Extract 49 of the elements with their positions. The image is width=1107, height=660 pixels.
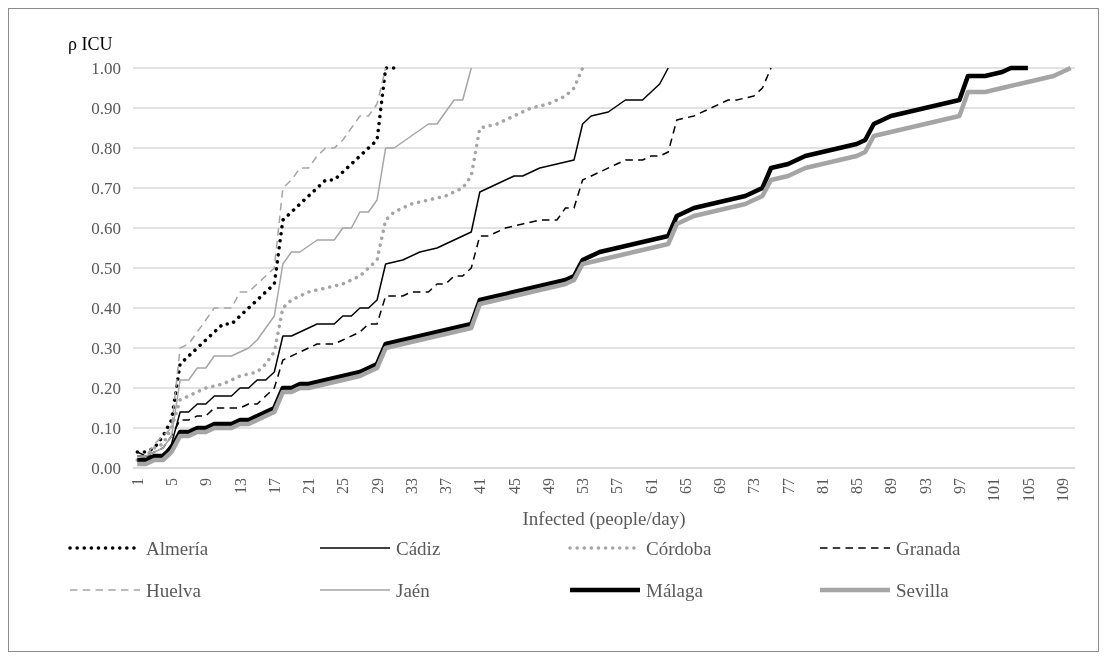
x-tick-label: 45 [505, 478, 523, 494]
x-tick-label: 1 [128, 478, 146, 486]
x-tick-label: 69 [711, 478, 729, 494]
x-tick-label: 53 [574, 478, 592, 494]
x-tick-label: 61 [642, 478, 660, 494]
x-tick-label: 105 [1019, 478, 1037, 502]
y-tick-label: 0.40 [91, 298, 121, 318]
y-tick-label: 0.00 [91, 458, 121, 478]
x-tick-label: 21 [300, 478, 318, 494]
x-tick-label: 29 [368, 478, 386, 494]
x-tick-label: 85 [848, 478, 866, 494]
x-tick-label: 77 [779, 478, 797, 494]
y-tick-label: 0.60 [91, 218, 121, 238]
legend-label: Málaga [646, 579, 704, 601]
legend-label: Sevilla [896, 579, 950, 601]
x-tick-label: 93 [916, 478, 934, 494]
x-tick-label: 17 [265, 478, 283, 494]
x-tick-label: 37 [437, 478, 455, 494]
x-tick-label: 101 [985, 478, 1003, 502]
x-tick-label: 89 [882, 478, 900, 494]
y-tick-label: 0.20 [91, 378, 121, 398]
legend-label: Huelva [146, 579, 202, 601]
y-tick-label: 0.90 [91, 98, 121, 118]
legend-label: Jaén [396, 579, 431, 601]
legend-label: Cádiz [396, 537, 441, 559]
x-tick-label: 49 [539, 478, 557, 494]
x-tick-label: 33 [402, 478, 420, 494]
x-tick-label: 81 [813, 478, 831, 494]
x-tick-label: 9 [197, 478, 215, 486]
y-tick-label: 0.70 [91, 178, 121, 198]
y-axis-title: ρ ICU [68, 34, 113, 54]
legend-label: Granada [896, 537, 961, 559]
y-tick-label: 0.30 [91, 338, 121, 358]
legend-label: Córdoba [646, 537, 712, 559]
x-tick-label: 73 [745, 478, 763, 494]
x-tick-label: 97 [950, 478, 968, 494]
x-tick-label: 57 [608, 478, 626, 494]
x-tick-label: 65 [676, 478, 694, 494]
legend-label: Almería [146, 537, 209, 559]
y-tick-label: 1.00 [91, 58, 121, 78]
x-tick-label: 25 [334, 478, 352, 494]
x-tick-label: 41 [471, 478, 489, 494]
x-tick-label: 5 [163, 478, 181, 486]
x-axis-title: Infected (people/day) [522, 508, 686, 530]
y-tick-label: 0.10 [91, 418, 121, 438]
y-tick-label: 0.50 [91, 258, 121, 278]
x-tick-label: 109 [1053, 478, 1071, 502]
x-tick-label: 13 [231, 478, 249, 494]
y-tick-label: 0.80 [91, 138, 121, 158]
